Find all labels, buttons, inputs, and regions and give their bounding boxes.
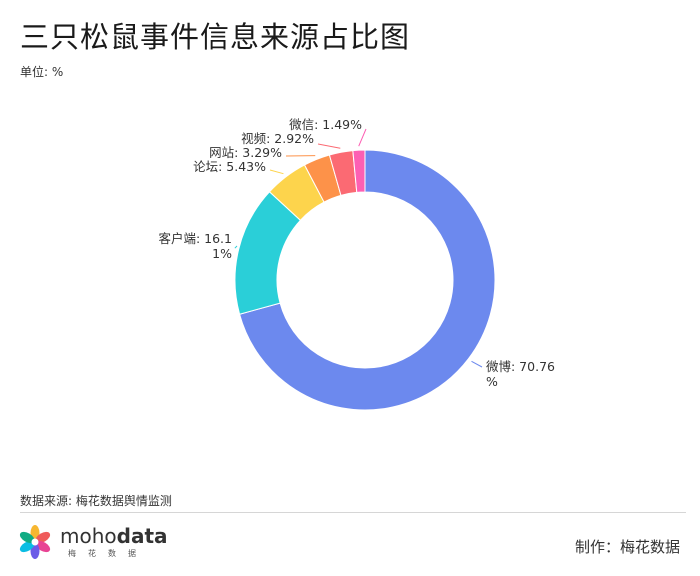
- leader-line-2: [269, 169, 284, 175]
- mohodata-logo: mohodata 梅花数据: [18, 525, 168, 559]
- leader-line-1: [234, 245, 238, 249]
- slice-label-0: 微博: 70.76%: [486, 359, 555, 389]
- slice-label-line: 微信: 1.49%: [289, 117, 362, 132]
- slice-label-line: 视频: 2.92%: [241, 131, 314, 146]
- logo-wordmark: mohodata: [60, 525, 168, 547]
- logo-subtitle: 梅花数据: [68, 549, 148, 558]
- chart-title: 三只松鼠事件信息来源占比图: [20, 20, 411, 54]
- slice-label-2: 论坛: 5.43%: [193, 159, 266, 174]
- logo-suffix: data: [116, 524, 168, 548]
- leader-line-0: [471, 360, 483, 368]
- slice-label-line: 微博: 70.76: [486, 359, 555, 374]
- unit-label: 单位: %: [20, 65, 64, 79]
- slice-label-5: 微信: 1.49%: [289, 117, 362, 132]
- leader-line-group: [234, 128, 483, 368]
- slice-label-line: 1%: [212, 246, 232, 261]
- logo-prefix: moho: [60, 524, 117, 548]
- leader-line-4: [317, 143, 341, 149]
- slice-label-1: 客户端: 16.1 1%: [158, 231, 232, 261]
- slice-0[interactable]: [238, 149, 496, 411]
- slice-label-line: 客户端: 16.1: [158, 231, 232, 246]
- slice-label-line: %: [486, 374, 498, 389]
- donut-chart: 微博: 70.76 % 客户端: 16.1 1% 论坛: 5.43%网站: 3.29%视…: [158, 117, 555, 411]
- slice-label-line: 论坛: 5.43%: [193, 159, 266, 174]
- footer-divider: [20, 512, 686, 513]
- label-group: 微博: 70.76 % 客户端: 16.1 1% 论坛: 5.43%网站: 3.29%视…: [158, 117, 555, 389]
- flower-logo-icon: [19, 525, 51, 559]
- slice-5[interactable]: [352, 149, 366, 193]
- leader-line-5: [358, 128, 367, 147]
- slice-label-4: 视频: 2.92%: [241, 131, 314, 146]
- data-source: 数据来源: 梅花数据舆情监测: [20, 494, 172, 508]
- slice-label-3: 网站: 3.29%: [209, 145, 282, 160]
- credit-text: 制作：梅花数据: [574, 538, 680, 556]
- slice-label-line: 网站: 3.29%: [209, 145, 282, 160]
- slice-group: [234, 149, 496, 411]
